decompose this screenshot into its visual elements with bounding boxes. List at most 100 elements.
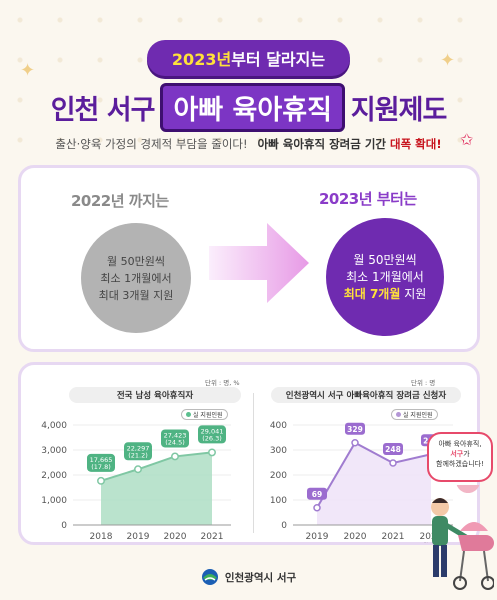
data-label: 69 [312, 490, 322, 499]
series-line [316, 441, 432, 509]
data-label: 17,665 [90, 456, 113, 464]
y-tick-label: 100 [270, 496, 287, 506]
city-logo-icon [201, 569, 218, 585]
legend-marker [396, 412, 401, 417]
x-tick-label: 2020 [344, 532, 367, 542]
bubble-suffix: 가 [463, 450, 470, 458]
old-year-label: 2022년 까지는 [71, 192, 169, 210]
y-tick-label: 2,000 [41, 471, 67, 481]
data-label: 27,423 [164, 431, 187, 439]
data-label-percent: (17.8) [91, 463, 111, 471]
y-tick-label: 200 [270, 471, 287, 481]
data-label: 329 [347, 425, 363, 434]
data-label-percent: (24.5) [165, 438, 185, 446]
chart2-title: 인천광역시 서구 아빠육아휴직 장려금 신청자 [271, 387, 461, 403]
tagline-rest: 부터 달라지는 [231, 50, 326, 69]
new-line-highlight-row: 최대 7개월 지원 [344, 286, 427, 303]
data-label: 22,297 [127, 444, 150, 452]
new-line: 최소 1개월에서 [346, 269, 424, 284]
charts-panel: 단위 : 명, % 전국 남성 육아휴직자 실 지원인원 4,000 3,000 2… [18, 362, 480, 545]
y-tick-label: 300 [270, 446, 287, 456]
x-tick-note: (10월 말 기준) [415, 542, 447, 543]
title-box: 아빠 육아휴직 [160, 82, 345, 132]
chart2-legend-label: 실 지원인원 [403, 412, 433, 419]
subtitle-right-prefix: 아빠 육아휴직 장려금 기간 [257, 137, 386, 151]
year-tagline: 2023년 부터 달라지는 [147, 40, 350, 76]
star-decoration: ✦ [20, 60, 36, 81]
area-fill [101, 452, 212, 525]
x-tick-label: 2022 [420, 532, 443, 542]
bubble-line: 함께하겠습니다! [436, 460, 484, 468]
data-point [389, 459, 397, 467]
x-tick-label: 2020 [164, 532, 187, 542]
series-line [100, 451, 213, 482]
data-point [134, 465, 142, 474]
new-year-label: 2023년 부터는 [319, 190, 417, 208]
y-tick-label: 4,000 [41, 421, 67, 431]
chart2-unit: 단위 : 명 [411, 379, 436, 387]
footer-org-name: 인천광역시 서구 [224, 571, 297, 584]
chart1-title: 전국 남성 육아휴직자 [69, 387, 241, 403]
data-label-bg [124, 442, 152, 461]
new-highlight: 최대 7개월 [343, 286, 401, 301]
title-right: 지원제도 [350, 94, 447, 126]
bubble-line: 아빠 육아휴직, [438, 440, 482, 448]
area-fill [317, 442, 431, 525]
data-label-percent: (26.3) [202, 434, 222, 442]
x-tick-label: 2019 [306, 532, 329, 542]
y-tick-label: 1,000 [41, 496, 67, 506]
data-label-bg [383, 443, 403, 455]
data-label: 29,041 [201, 427, 224, 435]
subtitle-left: 출산·양육 가정의 경제적 부담을 줄이다! [55, 137, 248, 151]
star-decoration: ✦ [440, 50, 456, 71]
old-line: 최대 3개월 지원 [98, 288, 174, 302]
bubble-red: 서구 [450, 450, 464, 458]
speech-bubble: 아빠 육아휴직, 서구가 함께하겠습니다! [427, 432, 493, 482]
x-tick-label: 2021 [201, 532, 224, 542]
new-policy-circle: 월 50만원씩 최소 1개월에서 최대 7개월 지원 [326, 218, 444, 336]
footer-logo: 인천광역시 서구 [0, 565, 497, 589]
new-line: 월 50만원씩 [353, 252, 417, 267]
data-point [351, 439, 359, 447]
chart2-svg: 4003002001000692019329202024820212832022… [270, 421, 453, 543]
data-label-bg [87, 453, 115, 472]
y-tick-label: 400 [270, 421, 287, 431]
bubble-line-2: 서구가 [429, 449, 491, 459]
chart1-unit: 단위 : 명, % [205, 379, 240, 387]
new-suffix: 지원 [404, 286, 427, 301]
arrow-right-icon [209, 223, 309, 303]
chart1-legend-label: 실 지원인원 [193, 412, 223, 419]
old-line: 최소 1개월에서 [100, 271, 172, 285]
chart1-legend: 실 지원인원 [181, 409, 228, 420]
father-with-stroller-illustration [431, 485, 494, 590]
x-tick-label: 2021 [382, 532, 405, 542]
data-label-bg [345, 422, 365, 435]
x-tick-label: 2019 [127, 532, 150, 542]
subtitle-right-emph: 대폭 확대! [390, 137, 442, 151]
data-label: 248 [385, 445, 401, 454]
data-point [208, 448, 216, 457]
data-label-bg [198, 425, 226, 444]
x-tick-label: 2018 [90, 532, 113, 542]
y-tick-label: 3,000 [41, 446, 67, 456]
data-point [171, 452, 179, 461]
page-title: 인천 서구 아빠 육아휴직 지원제도 [0, 82, 497, 132]
title-left: 인천 서구 [50, 94, 156, 126]
old-line: 월 50만원씩 [107, 254, 165, 268]
subtitle: 출산·양육 가정의 경제적 부담을 줄이다! 아빠 육아휴직 장려금 기간 대폭… [0, 136, 497, 158]
legend-marker [186, 412, 191, 417]
old-policy-circle: 월 50만원씩 최소 1개월에서 최대 3개월 지원 [81, 223, 191, 333]
data-label-bg [161, 429, 189, 448]
tagline-year: 2023년 [171, 50, 232, 69]
chart2-legend: 실 지원인원 [391, 409, 438, 420]
data-label-bg [307, 487, 327, 500]
chart1-svg: 4,000 3,000 2,000 1,000 0 17,665(17.8) 2018 22,… [41, 421, 231, 542]
star-icon: ✩ [460, 130, 474, 149]
subtitle-right: 아빠 육아휴직 장려금 기간 대폭 확대! [258, 136, 442, 158]
comparison-panel: 2022년 까지는 월 50만원씩 최소 1개월에서 최대 3개월 지원 202… [18, 165, 480, 352]
data-label-percent: (21.2) [128, 451, 148, 459]
data-point [313, 504, 321, 512]
data-point [97, 476, 105, 485]
chart-divider [253, 393, 254, 533]
y-tick-label: 0 [281, 521, 287, 531]
